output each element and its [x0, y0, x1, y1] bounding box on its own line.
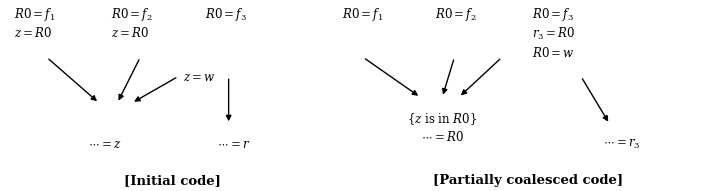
Text: $R0 = f_2$
$z = R0$: $R0 = f_2$ $z = R0$ — [111, 6, 153, 40]
Text: $R0 = f_3$
$r_3 = R0$
$R0 = w$: $R0 = f_3$ $r_3 = R0$ $R0 = w$ — [532, 6, 575, 60]
Text: $R0 = f_1$: $R0 = f_1$ — [342, 6, 383, 23]
Text: $\{z \text{ is in } R0\}$
$\cdots = R0$: $\{z \text{ is in } R0\}$ $\cdots = R0$ — [407, 111, 477, 144]
Text: [Partially coalesced code]: [Partially coalesced code] — [434, 174, 623, 187]
Text: $\cdots = z$: $\cdots = z$ — [88, 138, 121, 151]
Text: $R0 = f_3$: $R0 = f_3$ — [205, 6, 247, 23]
Text: $R0 = f_1$
$z = R0$: $R0 = f_1$ $z = R0$ — [14, 6, 55, 40]
Text: $\cdots = r$: $\cdots = r$ — [217, 138, 250, 151]
Text: $\cdots = r_3$: $\cdots = r_3$ — [603, 138, 641, 151]
Text: [Initial code]: [Initial code] — [124, 174, 221, 187]
Text: $R0 = f_2$: $R0 = f_2$ — [435, 6, 477, 23]
Text: $z = w$: $z = w$ — [183, 71, 216, 84]
